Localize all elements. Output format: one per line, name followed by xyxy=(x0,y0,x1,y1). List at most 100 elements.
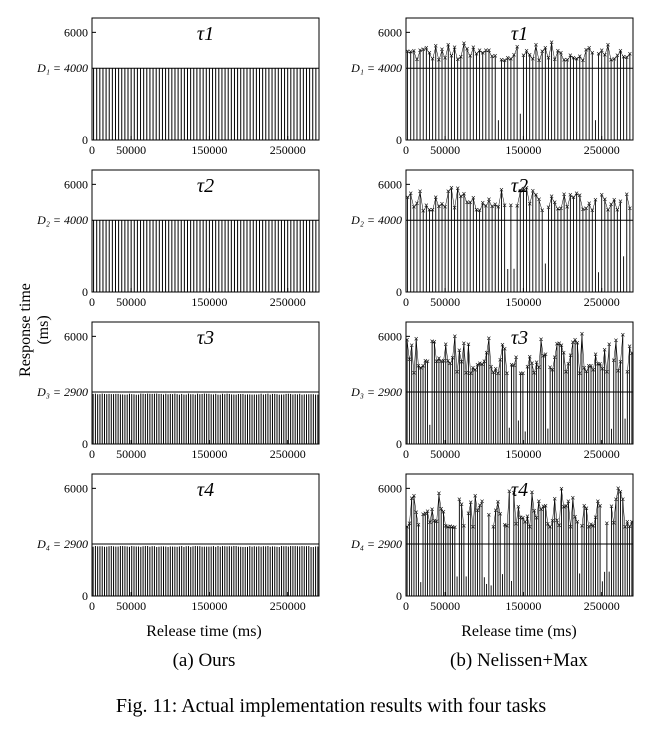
series-segment xyxy=(531,493,535,512)
series-segment xyxy=(429,509,433,524)
series-segment xyxy=(618,362,621,372)
series-segment xyxy=(584,506,587,510)
point-marker: × xyxy=(614,336,619,345)
plot-frame xyxy=(405,473,634,597)
series-segment xyxy=(526,188,530,205)
x-tick-label: 250000 xyxy=(584,143,620,157)
point-marker: × xyxy=(509,201,514,210)
point-marker: × xyxy=(590,48,595,57)
series-segment xyxy=(582,208,587,211)
point-marker: × xyxy=(490,202,495,211)
series-segment xyxy=(548,197,552,209)
point-marker: × xyxy=(425,507,430,516)
series-segment xyxy=(441,50,446,59)
series-segment xyxy=(450,358,453,364)
point-marker: × xyxy=(480,199,485,208)
point-marker: × xyxy=(430,505,435,514)
point-marker: × xyxy=(530,488,535,497)
point-marker: × xyxy=(609,55,614,64)
point-marker: × xyxy=(556,47,561,56)
point-marker: × xyxy=(514,353,519,362)
series-segment xyxy=(626,195,631,210)
series-segment xyxy=(406,340,410,361)
point-marker: × xyxy=(593,195,598,204)
point-marker: × xyxy=(502,345,507,354)
point-marker: × xyxy=(605,519,610,528)
series-segment xyxy=(540,340,544,357)
series-segment xyxy=(468,502,471,514)
point-marker: × xyxy=(593,350,598,359)
point-marker: × xyxy=(509,360,514,369)
point-marker: × xyxy=(507,487,512,496)
series-segment xyxy=(413,51,418,61)
y-tick-label: 0 xyxy=(396,285,402,299)
series-segment xyxy=(479,363,483,366)
series-segment xyxy=(529,55,534,60)
point-marker: × xyxy=(511,488,516,497)
series-segment xyxy=(444,45,449,59)
series-segment xyxy=(513,47,518,56)
series-segment xyxy=(538,200,543,211)
deadline-label: D₃ = 2900 xyxy=(36,385,88,399)
point-marker: × xyxy=(571,494,576,503)
series-segment xyxy=(620,492,624,501)
x-tick-label: 50000 xyxy=(430,295,460,309)
y-tick-label: 6000 xyxy=(64,177,88,191)
series-segment xyxy=(454,47,458,61)
deadline-label: D₄ = 2900 xyxy=(350,537,402,551)
series-segment xyxy=(438,359,442,363)
series-segment xyxy=(465,344,469,374)
task-label: τ1 xyxy=(511,23,528,45)
series-segment xyxy=(470,368,474,375)
series-segment xyxy=(488,50,493,58)
series-segment xyxy=(422,513,426,516)
series-segment xyxy=(479,203,483,212)
series-segment xyxy=(426,205,430,211)
series-segment xyxy=(604,199,609,211)
point-marker: × xyxy=(452,523,457,532)
series-segment xyxy=(552,358,555,371)
series-segment xyxy=(529,357,533,365)
series-segment xyxy=(463,194,468,204)
series-segment xyxy=(479,501,483,507)
point-marker: × xyxy=(518,513,523,522)
series-segment xyxy=(554,202,559,210)
series-segment xyxy=(522,518,526,523)
panel-ours-task1: 0 50000 150000 250000 0 6000 D₁ = 4000 τ1 xyxy=(36,17,320,157)
series-segment xyxy=(523,51,527,57)
series-segment xyxy=(620,51,624,58)
subcaption-nelissen: (b) Nelissen+Max xyxy=(450,650,588,671)
series-segment xyxy=(526,51,530,56)
series-segment xyxy=(454,188,458,209)
series-segment xyxy=(420,366,424,369)
point-marker: × xyxy=(577,191,582,200)
series-segment xyxy=(524,516,528,523)
series-segment xyxy=(613,340,617,362)
panel-nelissen-task4: ×××××× ××××××××× ××××××××× ×××××××××××××× ××… xyxy=(350,473,635,613)
series-segment xyxy=(416,191,421,205)
point-marker: × xyxy=(525,512,530,521)
point-marker: × xyxy=(541,502,546,511)
task-label: τ2 xyxy=(511,175,528,197)
point-marker: × xyxy=(448,522,453,531)
series-segment xyxy=(461,504,465,527)
x-tick-label: 0 xyxy=(403,599,409,613)
series-segment xyxy=(574,517,578,523)
series-segment xyxy=(420,49,424,51)
series-segment xyxy=(432,197,436,211)
series-segment xyxy=(470,503,474,528)
series-segment xyxy=(548,43,552,59)
point-marker: × xyxy=(446,523,451,532)
point-marker: × xyxy=(599,191,604,200)
point-marker: × xyxy=(607,340,612,349)
series-segment xyxy=(540,506,544,511)
series-segment xyxy=(568,355,571,365)
series-segment xyxy=(535,195,540,201)
series-segment xyxy=(629,347,633,355)
series-segment xyxy=(565,501,569,507)
series-segment xyxy=(438,50,443,61)
series-segment xyxy=(516,191,521,207)
point-marker: × xyxy=(493,200,498,209)
series-segment xyxy=(547,524,551,528)
series-segment xyxy=(452,336,456,359)
